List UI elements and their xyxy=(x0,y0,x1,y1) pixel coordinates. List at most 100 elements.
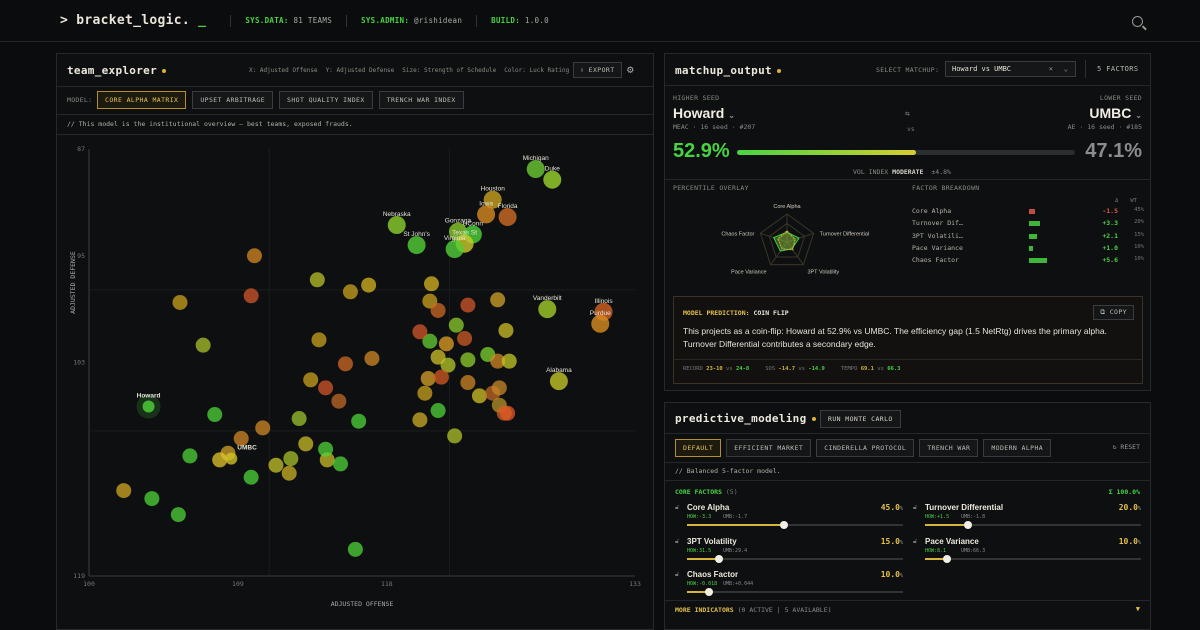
team-point[interactable] xyxy=(412,412,428,428)
team-point[interactable] xyxy=(303,372,319,388)
copy-button[interactable]: ⧉ COPY xyxy=(1093,305,1134,320)
lock-icon[interactable]: 🔓︎ xyxy=(675,570,680,578)
team-point[interactable] xyxy=(342,284,358,300)
model-tab[interactable]: TRENCH WAR INDEX xyxy=(378,91,464,109)
team-point[interactable] xyxy=(172,294,188,310)
team-point[interactable] xyxy=(491,380,507,396)
scatter-chart[interactable]: 100 109 118 133 87 95 103 119 ADJUSTED OFFENSE AD… xyxy=(57,135,655,615)
more-indicators-toggle[interactable]: MORE INDICATORS (0 ACTIVE | 5 AVAILABLE) xyxy=(675,606,832,614)
team-point[interactable] xyxy=(498,322,514,338)
team-point[interactable] xyxy=(498,208,517,227)
team-point[interactable] xyxy=(195,337,211,353)
team-point[interactable] xyxy=(549,372,568,391)
team-point[interactable] xyxy=(255,420,271,436)
team-point[interactable] xyxy=(243,469,259,485)
slider-thumb[interactable] xyxy=(715,555,724,563)
settings-gear-icon[interactable]: ⚙ xyxy=(627,63,634,76)
swap-icon[interactable]: ⇆ xyxy=(905,109,910,118)
team-point[interactable] xyxy=(457,330,473,346)
chevron-down-icon[interactable]: ▼ xyxy=(1135,605,1140,613)
team-point[interactable] xyxy=(318,380,334,396)
preset-tab[interactable]: TRENCH WAR xyxy=(919,439,979,457)
reset-button[interactable]: ↻ RESET xyxy=(1112,443,1140,451)
team-point[interactable] xyxy=(387,216,406,235)
team-point[interactable] xyxy=(337,356,353,372)
team-point[interactable] xyxy=(543,170,562,189)
team-point[interactable] xyxy=(445,240,464,259)
team-point[interactable] xyxy=(420,371,436,387)
model-tab[interactable]: SHOT QUALITY INDEX xyxy=(279,91,373,109)
matchup-select[interactable]: Howard vs UMBC × ⌄ xyxy=(945,61,1076,77)
slider-track[interactable] xyxy=(925,555,1141,563)
team-point[interactable] xyxy=(291,411,307,427)
team-point[interactable] xyxy=(361,277,377,293)
team-point[interactable] xyxy=(268,457,284,473)
team-point[interactable] xyxy=(170,507,186,523)
team-point[interactable] xyxy=(207,407,223,423)
team-point[interactable] xyxy=(298,436,314,452)
team-point[interactable] xyxy=(351,413,367,429)
model-tab[interactable]: UPSET ARBITRAGE xyxy=(192,91,274,109)
team-point[interactable] xyxy=(500,405,516,421)
team-point[interactable] xyxy=(430,349,446,365)
team-point[interactable] xyxy=(233,431,249,447)
lock-icon[interactable]: 🔓︎ xyxy=(675,503,680,511)
team-point[interactable] xyxy=(246,248,262,264)
lock-icon[interactable]: 🔓︎ xyxy=(913,503,918,511)
lock-icon[interactable]: 🔓︎ xyxy=(675,537,680,545)
team-point[interactable] xyxy=(331,393,347,409)
team-point[interactable] xyxy=(142,400,155,413)
preset-tab[interactable]: DEFAULT xyxy=(675,439,722,457)
preset-tab[interactable]: MODERN ALPHA xyxy=(983,439,1052,457)
team-point[interactable] xyxy=(430,403,446,419)
lock-icon[interactable]: 🔓︎ xyxy=(913,537,918,545)
slider-thumb[interactable] xyxy=(780,521,789,529)
team-point[interactable] xyxy=(460,352,476,368)
team-point[interactable] xyxy=(423,276,439,292)
team-a-name[interactable]: Howard ⌄ xyxy=(673,105,735,121)
team-point[interactable] xyxy=(407,236,426,255)
team-point[interactable] xyxy=(225,452,238,465)
team-point[interactable] xyxy=(490,353,506,369)
team-point[interactable] xyxy=(364,350,380,366)
slider-track[interactable] xyxy=(687,588,903,596)
slider-track[interactable] xyxy=(687,521,903,529)
team-point[interactable] xyxy=(318,441,334,457)
team-point[interactable] xyxy=(526,160,545,179)
team-point[interactable] xyxy=(144,491,160,507)
slider-thumb[interactable] xyxy=(704,588,713,596)
team-point[interactable] xyxy=(182,448,198,464)
team-point[interactable] xyxy=(501,353,517,369)
slider-thumb[interactable] xyxy=(942,555,951,563)
slider-track[interactable] xyxy=(687,555,903,563)
team-b-name[interactable]: UMBC ⌄ xyxy=(1089,105,1142,121)
team-point[interactable] xyxy=(591,314,610,333)
app-logo[interactable]: > bracket_logic. _ xyxy=(60,13,206,28)
team-point[interactable] xyxy=(447,428,463,444)
team-point[interactable] xyxy=(490,292,506,308)
team-point[interactable] xyxy=(440,357,456,373)
team-point[interactable] xyxy=(116,483,132,499)
run-monte-carlo-button[interactable]: RUN MONTE CARLO xyxy=(820,410,901,428)
team-point[interactable] xyxy=(448,317,464,333)
team-point[interactable] xyxy=(483,190,502,209)
export-button[interactable]: ⇩ EXPORT xyxy=(573,62,622,78)
team-point[interactable] xyxy=(433,369,449,385)
clear-icon[interactable]: × xyxy=(1048,65,1053,73)
team-point[interactable] xyxy=(309,272,325,288)
team-point[interactable] xyxy=(471,388,487,404)
team-point[interactable] xyxy=(212,452,228,468)
preset-tab[interactable]: EFFICIENT MARKET xyxy=(726,439,812,457)
team-point[interactable] xyxy=(243,288,259,304)
team-point[interactable] xyxy=(332,456,348,472)
preset-tab[interactable]: CINDERELLA PROTOCOL xyxy=(816,439,915,457)
model-tab[interactable]: CORE ALPHA MATRIX xyxy=(97,91,187,109)
team-point[interactable] xyxy=(283,451,299,467)
team-point[interactable] xyxy=(311,332,327,348)
team-point[interactable] xyxy=(538,300,557,319)
team-point[interactable] xyxy=(422,333,438,349)
team-point[interactable] xyxy=(281,465,297,481)
team-point[interactable] xyxy=(417,385,433,401)
search-icon[interactable] xyxy=(1132,16,1143,27)
team-point[interactable] xyxy=(430,302,446,318)
